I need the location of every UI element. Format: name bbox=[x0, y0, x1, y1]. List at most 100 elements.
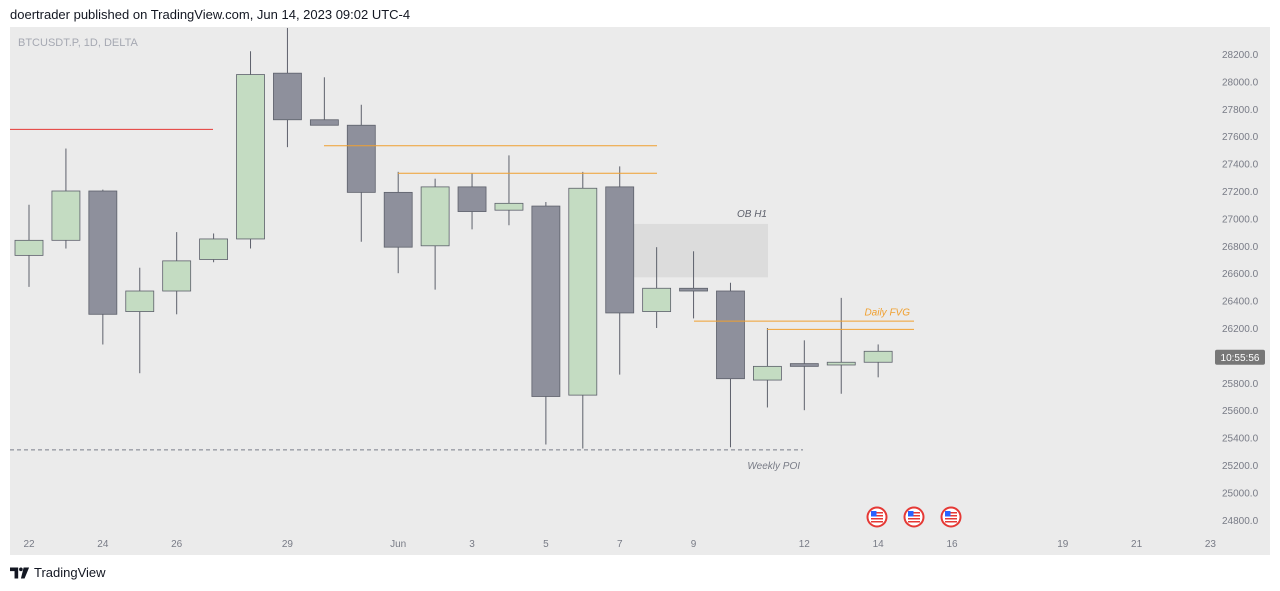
candle-body bbox=[642, 287, 672, 312]
tradingview-logo-icon bbox=[10, 567, 30, 578]
us-flag-icon bbox=[940, 506, 962, 528]
us-flag-stripe bbox=[871, 518, 883, 520]
y-tick-label: 27000.0 bbox=[1222, 214, 1259, 225]
us-flag-stripe bbox=[945, 521, 957, 523]
candle-body bbox=[494, 202, 524, 211]
x-tick-label: 24 bbox=[97, 539, 109, 550]
price-time-badge bbox=[1215, 349, 1265, 365]
us-flag-stripe bbox=[945, 515, 957, 517]
candle-body bbox=[863, 350, 893, 363]
candle bbox=[383, 171, 413, 274]
y-tick-label: 27800.0 bbox=[1222, 105, 1259, 116]
y-tick-label: 25600.0 bbox=[1222, 406, 1259, 417]
x-tick-label: 14 bbox=[873, 539, 885, 550]
us-flag-canton bbox=[908, 511, 914, 517]
candle-body bbox=[199, 238, 229, 260]
x-tick-label: 21 bbox=[1131, 539, 1143, 550]
candle bbox=[716, 282, 745, 448]
us-flag-icon bbox=[866, 506, 888, 528]
x-tick-label: 9 bbox=[691, 539, 697, 550]
x-tick-label: 12 bbox=[799, 539, 811, 550]
candle bbox=[457, 173, 487, 230]
y-tick-label: 27200.0 bbox=[1222, 187, 1259, 198]
candle bbox=[309, 77, 339, 126]
us-flag-stripe bbox=[908, 521, 920, 523]
candle-body bbox=[125, 290, 155, 312]
x-tick-label: 16 bbox=[946, 539, 958, 550]
y-tick-label: 27600.0 bbox=[1222, 132, 1259, 143]
y-tick-label: 25400.0 bbox=[1222, 434, 1259, 445]
x-tick-label: 3 bbox=[469, 539, 475, 550]
footer-brand[interactable]: TradingView bbox=[10, 565, 106, 580]
candle bbox=[346, 104, 376, 242]
candle-body bbox=[568, 187, 598, 396]
candle bbox=[826, 297, 856, 394]
x-tick-label: 7 bbox=[617, 539, 623, 550]
candle-body bbox=[14, 239, 44, 256]
x-tick-label: 5 bbox=[543, 539, 549, 550]
y-tick-label: 27400.0 bbox=[1222, 160, 1259, 171]
plot-background bbox=[10, 27, 1270, 555]
y-tick-label: 25200.0 bbox=[1222, 461, 1259, 472]
candle-body bbox=[88, 190, 118, 315]
y-tick-label: 24800.0 bbox=[1222, 516, 1259, 527]
candle-body bbox=[309, 119, 339, 126]
us-flag-stripe bbox=[908, 518, 920, 520]
candle-body bbox=[531, 205, 561, 397]
us-flag-stripe bbox=[871, 515, 883, 517]
y-tick-label: 28200.0 bbox=[1222, 50, 1259, 61]
candle bbox=[531, 201, 561, 445]
us-flag-stripe bbox=[908, 512, 920, 514]
us-flag-canton bbox=[945, 511, 951, 517]
us-flag-stripe bbox=[945, 518, 957, 520]
y-tick-label: 26400.0 bbox=[1222, 297, 1259, 308]
candle-body bbox=[457, 186, 487, 212]
y-axis: 28200.0 28000.0 27800.0 27600.0 27400.0 27200… bbox=[1215, 50, 1265, 527]
publish-header: doertrader published on TradingView.com,… bbox=[10, 7, 411, 22]
candle bbox=[420, 178, 450, 290]
x-tick-label: 22 bbox=[23, 539, 35, 550]
us-flag-canton bbox=[871, 511, 877, 517]
candle-body bbox=[383, 191, 413, 248]
x-tick-label: 29 bbox=[282, 539, 294, 550]
y-tick-label: 28000.0 bbox=[1222, 77, 1259, 88]
x-tick-label: 23 bbox=[1205, 539, 1217, 550]
candle bbox=[273, 27, 302, 148]
us-flag-icon bbox=[903, 506, 925, 528]
ob-h1-label: OB H1 bbox=[737, 209, 767, 220]
candle-body bbox=[716, 290, 745, 380]
candle-body bbox=[51, 190, 81, 241]
price-time-label: 10:55:56 bbox=[1221, 353, 1260, 364]
y-tick-label: 26800.0 bbox=[1222, 242, 1259, 253]
candle bbox=[494, 155, 524, 226]
overlay-lines: OB H1 Daily FVG Weekly POI bbox=[10, 128, 914, 472]
us-flag-stripe bbox=[908, 515, 920, 517]
candle bbox=[568, 171, 598, 449]
x-tick-label: Jun bbox=[390, 539, 406, 550]
daily-fvg-label: Daily FVG bbox=[864, 308, 910, 319]
x-tick-label: 19 bbox=[1057, 539, 1069, 550]
candle bbox=[88, 189, 118, 345]
footer-brand-label: TradingView bbox=[34, 565, 106, 580]
y-tick-label: 25800.0 bbox=[1222, 379, 1259, 390]
candle-body bbox=[679, 287, 708, 292]
candle bbox=[125, 267, 155, 374]
us-flag-stripe bbox=[871, 512, 883, 514]
candle bbox=[605, 166, 635, 375]
candle bbox=[236, 51, 265, 249]
candle bbox=[51, 148, 81, 249]
candle-body bbox=[789, 363, 819, 367]
y-tick-label: 25000.0 bbox=[1222, 488, 1259, 499]
candle-body bbox=[420, 186, 450, 247]
symbol-label: BTCUSDT.P, 1D, DELTA bbox=[18, 37, 138, 49]
candle-body bbox=[236, 74, 265, 240]
candle bbox=[199, 233, 229, 263]
us-flag-stripe bbox=[871, 521, 883, 523]
candle bbox=[789, 340, 819, 411]
y-tick-label: 26600.0 bbox=[1222, 269, 1259, 280]
candle-body bbox=[605, 186, 635, 314]
candle-body bbox=[162, 260, 192, 292]
candle bbox=[642, 247, 672, 328]
candle bbox=[14, 204, 44, 287]
